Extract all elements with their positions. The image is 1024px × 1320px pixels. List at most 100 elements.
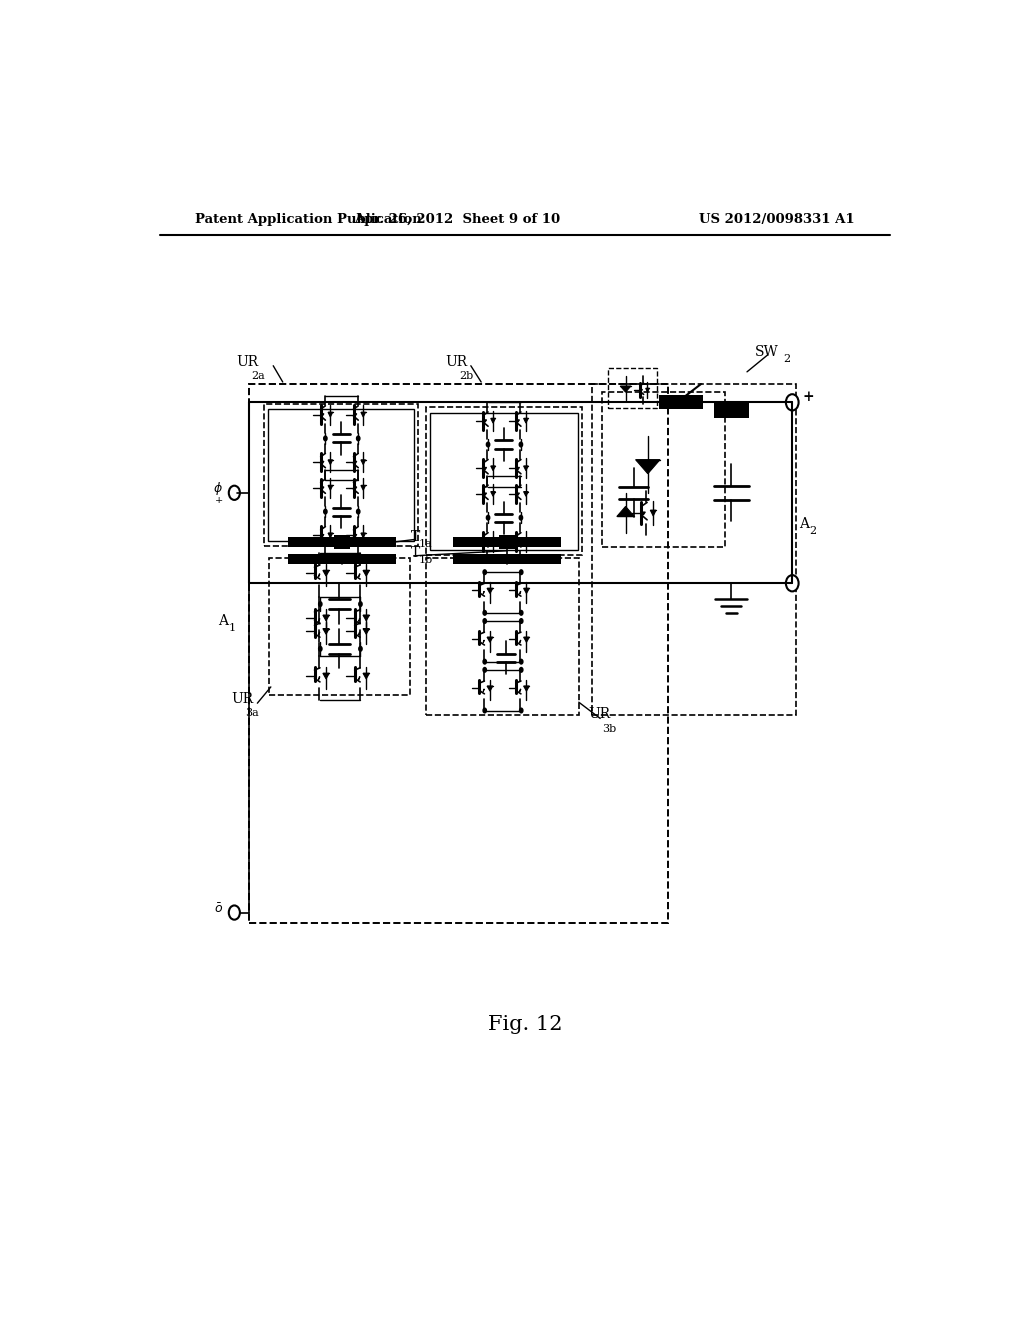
Polygon shape [483, 467, 486, 470]
Polygon shape [358, 677, 360, 680]
Polygon shape [328, 486, 333, 490]
Circle shape [519, 708, 523, 714]
Circle shape [323, 508, 328, 515]
Polygon shape [353, 413, 356, 416]
Polygon shape [318, 574, 319, 577]
Polygon shape [636, 459, 660, 474]
Bar [454, 537, 561, 548]
Text: Patent Application Publication: Patent Application Publication [196, 213, 422, 226]
Text: 2: 2 [783, 354, 791, 363]
Polygon shape [523, 418, 528, 424]
Polygon shape [516, 492, 519, 495]
Polygon shape [321, 413, 324, 416]
Polygon shape [523, 466, 528, 471]
Bar [454, 554, 561, 565]
Bar [264, 404, 418, 545]
Polygon shape [483, 591, 484, 594]
Text: +: + [803, 391, 814, 404]
Circle shape [519, 569, 523, 576]
Polygon shape [328, 459, 333, 465]
Bar [592, 384, 797, 715]
Polygon shape [516, 467, 519, 470]
Polygon shape [323, 628, 329, 634]
Text: 1: 1 [228, 623, 236, 634]
Circle shape [482, 618, 487, 624]
Text: 2a: 2a [251, 371, 265, 381]
Circle shape [317, 601, 323, 607]
Circle shape [358, 601, 362, 607]
Polygon shape [483, 420, 486, 422]
Text: $\bar{o}$: $\bar{o}$ [214, 903, 223, 916]
Polygon shape [523, 686, 529, 692]
Circle shape [485, 441, 490, 447]
Text: 3a: 3a [246, 709, 259, 718]
Circle shape [519, 667, 523, 673]
Polygon shape [364, 615, 370, 620]
Polygon shape [318, 677, 319, 680]
Polygon shape [483, 492, 486, 495]
Circle shape [482, 708, 487, 714]
Circle shape [482, 667, 487, 673]
Polygon shape [487, 638, 493, 643]
Text: Fig. 12: Fig. 12 [487, 1015, 562, 1034]
Polygon shape [490, 539, 496, 544]
Bar [289, 537, 396, 548]
Circle shape [482, 569, 487, 576]
Text: A: A [218, 614, 227, 628]
Circle shape [356, 436, 360, 441]
Polygon shape [328, 412, 333, 417]
Bar [249, 384, 668, 923]
Text: T: T [412, 545, 421, 560]
Polygon shape [519, 591, 521, 594]
Polygon shape [490, 491, 496, 496]
Polygon shape [523, 589, 529, 594]
Polygon shape [519, 689, 521, 692]
Text: UR: UR [237, 355, 259, 368]
Circle shape [482, 610, 487, 616]
Bar [602, 392, 725, 546]
Circle shape [228, 486, 240, 500]
Circle shape [356, 508, 360, 515]
Polygon shape [483, 541, 486, 543]
Polygon shape [483, 689, 484, 692]
Polygon shape [318, 632, 319, 635]
Polygon shape [358, 632, 360, 635]
Circle shape [519, 618, 523, 624]
Text: A: A [799, 517, 809, 532]
Bar [430, 413, 578, 549]
Polygon shape [323, 615, 329, 620]
Circle shape [519, 659, 523, 665]
Polygon shape [516, 541, 519, 543]
Polygon shape [490, 466, 496, 471]
Text: 2b: 2b [460, 371, 474, 381]
Polygon shape [323, 570, 329, 576]
Text: +: + [215, 496, 223, 506]
Circle shape [482, 659, 487, 665]
Polygon shape [360, 486, 366, 490]
Circle shape [518, 515, 523, 521]
Polygon shape [323, 673, 329, 678]
Text: $\phi$: $\phi$ [213, 480, 223, 498]
Text: 1b: 1b [419, 554, 433, 565]
Polygon shape [487, 589, 493, 594]
Bar [608, 368, 657, 408]
Polygon shape [523, 491, 528, 496]
Polygon shape [641, 512, 645, 515]
Bar [658, 395, 703, 409]
Polygon shape [490, 418, 496, 424]
Bar [268, 409, 414, 541]
Polygon shape [616, 507, 634, 516]
Polygon shape [646, 388, 649, 392]
Text: T: T [412, 529, 421, 544]
Circle shape [785, 395, 799, 411]
Text: Apr. 26, 2012  Sheet 9 of 10: Apr. 26, 2012 Sheet 9 of 10 [354, 213, 560, 226]
Text: SW: SW [755, 345, 778, 359]
Text: 1a: 1a [419, 539, 432, 549]
Circle shape [785, 576, 799, 591]
Circle shape [519, 610, 523, 616]
Bar [269, 558, 410, 696]
Polygon shape [483, 640, 484, 643]
Polygon shape [358, 574, 360, 577]
Polygon shape [353, 461, 356, 463]
Circle shape [228, 906, 240, 920]
